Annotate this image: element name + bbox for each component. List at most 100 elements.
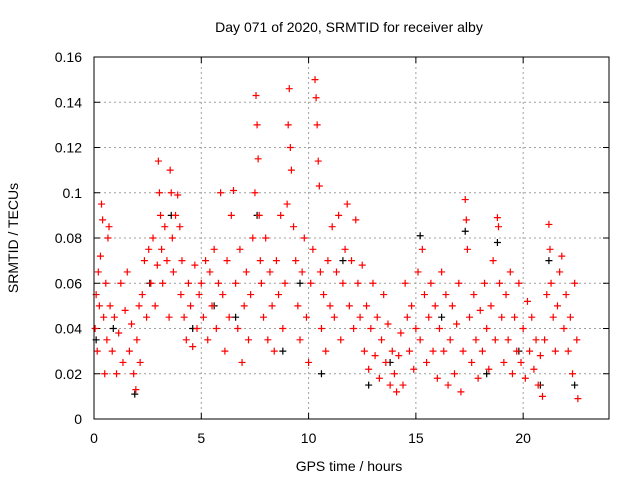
- data-point-series-red: [268, 302, 276, 310]
- data-point-series-red: [96, 252, 104, 260]
- data-point-series-red: [365, 365, 373, 373]
- data-point-series-red: [330, 313, 338, 321]
- data-point-series-red: [339, 279, 347, 287]
- data-point-series-red: [270, 347, 278, 355]
- data-point-series-red: [202, 257, 210, 265]
- data-point-series-red: [410, 365, 418, 373]
- data-point-series-red: [100, 313, 108, 321]
- x-tick-label: 15: [408, 430, 424, 446]
- data-point-series-red: [462, 216, 470, 224]
- data-point-series-red: [163, 257, 171, 265]
- data-point-series-red: [174, 191, 182, 199]
- data-point-series-red: [483, 325, 491, 332]
- data-point-series-red: [182, 336, 190, 344]
- data-point-series-red: [93, 347, 101, 355]
- data-point-series-red: [145, 245, 153, 253]
- data-point-series-red: [470, 291, 478, 299]
- data-point-series-red: [405, 347, 413, 355]
- data-point-series-red: [98, 200, 106, 208]
- y-tick-label: 0.14: [55, 94, 82, 110]
- data-point-series-red: [427, 279, 435, 287]
- data-point-series-red: [466, 313, 474, 321]
- y-tick-label: 0.16: [55, 49, 82, 65]
- data-point-series-red: [251, 189, 259, 197]
- data-point-series-red: [234, 325, 242, 332]
- data-point-series-red: [177, 291, 185, 299]
- data-point-series-red: [504, 336, 512, 344]
- data-point-series-red: [506, 268, 514, 276]
- data-point-series-red: [360, 347, 368, 355]
- data-point-series-red: [159, 279, 167, 287]
- data-point-series-red: [302, 313, 310, 321]
- data-point-series-red: [155, 189, 163, 197]
- data-point-series-red: [260, 313, 268, 321]
- data-point-series-red: [309, 245, 317, 253]
- data-point-series-red: [546, 245, 554, 253]
- data-point-series-red: [99, 216, 107, 224]
- data-point-series-red: [249, 234, 257, 242]
- data-point-series-red: [166, 166, 174, 174]
- data-point-series-red: [102, 279, 110, 287]
- data-point-series-red: [136, 358, 144, 366]
- data-point-series-red: [420, 291, 428, 299]
- data-point-series-red: [232, 279, 240, 287]
- data-point-series-red: [433, 374, 441, 382]
- data-point-series-red: [393, 388, 401, 396]
- data-point-series-red: [562, 291, 570, 299]
- data-point-series-red: [444, 381, 452, 389]
- data-point-series-red: [442, 291, 450, 299]
- data-point-series-black: [131, 390, 139, 398]
- data-point-series-red: [225, 313, 233, 321]
- data-point-series-red: [328, 223, 336, 231]
- data-point-series-red: [363, 302, 371, 310]
- data-point-series-red: [206, 268, 214, 276]
- data-point-series-red: [252, 91, 260, 99]
- data-point-series-red: [472, 336, 480, 344]
- data-point-series-red: [549, 313, 557, 321]
- data-point-series-red: [566, 313, 574, 321]
- data-point-series-red: [324, 257, 332, 265]
- data-point-series-red: [257, 279, 265, 287]
- data-point-series-red: [536, 352, 544, 360]
- data-point-series-red: [314, 157, 322, 165]
- data-point-series-red: [285, 85, 293, 93]
- data-point-series-red: [95, 302, 103, 310]
- data-point-series-red: [294, 302, 302, 310]
- data-point-series-black: [232, 313, 240, 321]
- data-point-series-red: [317, 325, 325, 332]
- data-point-series-black: [461, 227, 469, 235]
- data-point-series-red: [515, 279, 523, 287]
- data-point-series-red: [154, 157, 162, 165]
- data-point-series-red: [457, 388, 465, 396]
- data-point-series-red: [390, 370, 398, 378]
- data-point-series-red: [256, 257, 264, 265]
- data-point-series-red: [412, 325, 420, 332]
- data-point-series-red: [133, 336, 141, 344]
- data-point-series-black: [339, 257, 347, 265]
- data-point-series-red: [132, 386, 140, 394]
- data-point-series-red: [115, 329, 123, 337]
- data-point-series-red: [221, 347, 229, 355]
- data-point-series-red: [326, 302, 334, 310]
- data-point-series-red: [117, 279, 125, 287]
- data-point-series-red: [502, 291, 510, 299]
- data-point-series-red: [168, 234, 176, 242]
- data-point-series-red: [320, 291, 328, 299]
- data-point-series-red: [292, 257, 300, 265]
- data-point-series-red: [474, 374, 482, 382]
- data-point-series-red: [382, 358, 390, 366]
- data-point-series-red: [254, 155, 262, 163]
- data-point-series-black: [438, 313, 446, 321]
- data-point-series-red: [459, 347, 467, 355]
- data-point-series-red: [113, 370, 121, 378]
- data-point-series-red: [138, 291, 146, 299]
- data-point-series-red: [204, 336, 212, 344]
- y-tick-label: 0.06: [55, 275, 82, 291]
- data-point-series-red: [305, 358, 313, 366]
- data-point-series-red: [530, 365, 538, 373]
- data-point-series-red: [91, 325, 99, 332]
- data-point-series-black: [545, 257, 553, 265]
- data-point-series-red: [435, 325, 443, 332]
- data-point-series-red: [106, 302, 114, 310]
